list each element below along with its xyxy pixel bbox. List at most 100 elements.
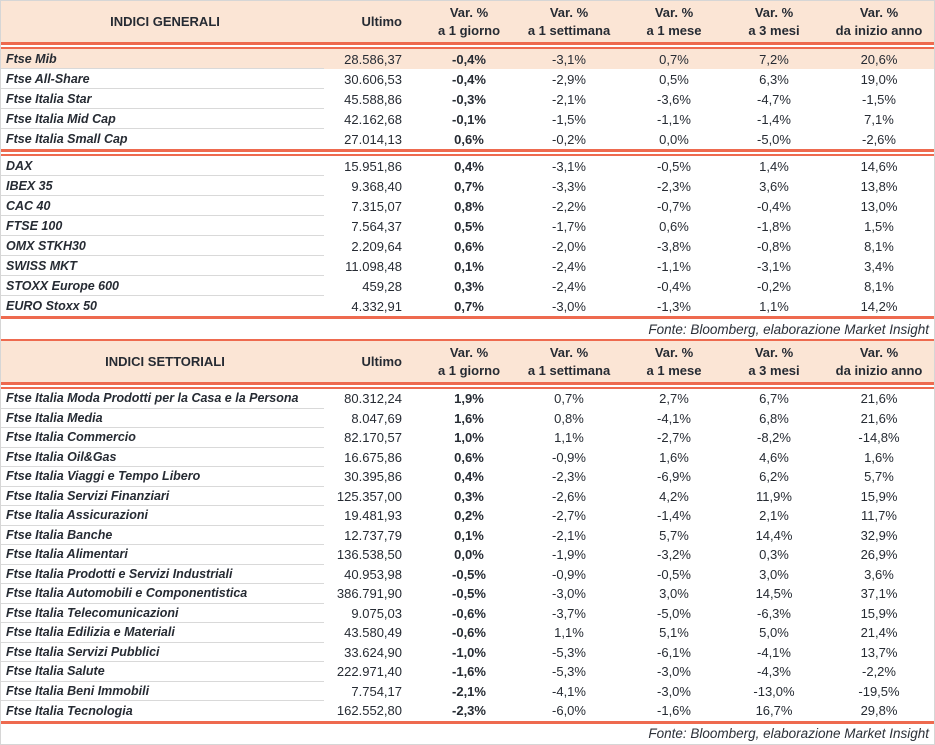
table-row: Ftse All-Share 30.606,53 -0,4% -2,9% 0,5% 6,3…	[1, 69, 934, 89]
var-header-line1: Var. %	[654, 4, 694, 20]
var-1-mese-value: -6,9%	[657, 469, 691, 485]
var-header-line1: Var. %	[449, 344, 489, 360]
var-1-settimana-value: -0,2%	[552, 131, 586, 147]
var-3-mesi-value: 1,4%	[759, 158, 789, 174]
var-1-giorno-value: 0,6%	[454, 449, 484, 465]
table-indici-generali: INDICI GENERALI Ultimo Var. % a 1 giorno Var…	[1, 1, 934, 319]
ultimo-value: 2.209,64	[351, 238, 402, 254]
var-1-giorno-value: -2,1%	[452, 683, 486, 699]
var-1-giorno-value: 0,4%	[454, 469, 484, 485]
table-row: Ftse Italia Edilizia e Materiali 43.580,4…	[1, 623, 934, 643]
ultimo-value: 82.170,57	[344, 430, 402, 446]
table-row: Ftse Italia Prodotti e Servizi Industria…	[1, 565, 934, 584]
var-1-mese-value: -0,5%	[657, 566, 691, 582]
var-1-mese-value: 0,6%	[659, 218, 689, 234]
var-inizio-anno-value: 3,4%	[864, 258, 894, 274]
double-rule	[1, 42, 934, 49]
ultimo-value: 162.552,80	[336, 703, 402, 719]
index-name: Ftse Italia Servizi Finanziari	[1, 487, 324, 506]
var-header-line1: Var. %	[549, 4, 589, 20]
var-3-mesi-value: -8,2%	[757, 430, 791, 446]
ultimo-value: 19.481,93	[344, 508, 402, 524]
table-row: Ftse Italia Moda Prodotti per la Casa e …	[1, 389, 934, 409]
ultimo-value: 40.953,98	[344, 566, 402, 582]
col-header-ultimo: Ultimo	[361, 14, 402, 29]
ultimo-value: 7.754,17	[351, 683, 402, 699]
var-1-mese-value: -1,1%	[657, 258, 691, 274]
var-1-giorno-value: -1,0%	[452, 644, 486, 660]
var-header-line1: Var. %	[449, 4, 489, 20]
table-row: Ftse Italia Commercio 82.170,57 1,0% 1,1% -2…	[1, 428, 934, 448]
var-header-line2: a 3 mesi	[748, 22, 800, 38]
table-row: OMX STKH30 2.209,64 0,6% -2,0% -3,8% -0,8% 8,1…	[1, 236, 934, 256]
var-3-mesi-value: -5,0%	[757, 131, 791, 147]
var-1-mese-value: -3,0%	[657, 664, 691, 680]
col-header-var-1-mese: Var. % a 1 mese	[624, 341, 724, 382]
ultimo-value: 33.624,90	[344, 644, 402, 660]
var-inizio-anno-value: 3,6%	[864, 566, 894, 582]
ultimo-value: 28.586,37	[344, 51, 402, 67]
var-1-giorno-value: -2,3%	[452, 703, 486, 719]
var-1-giorno-value: 0,6%	[454, 131, 484, 147]
table-row: Ftse Italia Beni Immobili 7.754,17 -2,1% -4…	[1, 682, 934, 701]
index-name: Ftse Italia Media	[1, 409, 324, 428]
col-header-var-inizio-anno: Var. % da inizio anno	[824, 1, 934, 42]
index-name: Ftse Italia Banche	[1, 526, 324, 545]
table-row: Ftse Italia Small Cap 27.014,13 0,6% -0,2% 0…	[1, 129, 934, 149]
var-1-giorno-value: -0,6%	[452, 605, 486, 621]
var-1-giorno-value: -0,6%	[452, 625, 486, 641]
col-header-var-1-settimana: Var. % a 1 settimana	[514, 341, 624, 382]
table-row: Ftse Italia Tecnologia 162.552,80 -2,3% -6,…	[1, 701, 934, 721]
source-note-settoriali: Fonte: Bloomberg, elaborazione Market In…	[648, 726, 929, 741]
index-name: Ftse Italia Automobili e Componentistica	[1, 584, 324, 604]
col-header-ultimo: Ultimo	[361, 354, 402, 369]
ultimo-value: 459,28	[362, 278, 402, 294]
table-row: Ftse Mib 28.586,37 -0,4% -3,1% 0,7% 7,2% 20,6%	[1, 49, 934, 69]
var-1-settimana-value: 1,1%	[554, 430, 584, 446]
index-name: Ftse Italia Beni Immobili	[1, 682, 324, 701]
ultimo-value: 80.312,24	[344, 391, 402, 407]
index-name: OMX STKH30	[1, 236, 324, 256]
var-inizio-anno-value: -2,2%	[862, 664, 896, 680]
var-1-giorno-value: -0,5%	[452, 586, 486, 602]
var-3-mesi-value: 16,7%	[755, 703, 793, 719]
table-row: Ftse Italia Oil&Gas 16.675,86 0,6% -0,9% 1,6…	[1, 448, 934, 467]
var-1-giorno-value: 0,7%	[454, 298, 484, 314]
var-3-mesi-value: 4,6%	[759, 449, 789, 465]
ultimo-value: 386.791,90	[336, 586, 402, 602]
var-3-mesi-value: -4,3%	[757, 664, 791, 680]
col-header-var-3-mesi: Var. % a 3 mesi	[724, 1, 824, 42]
var-1-mese-value: 5,1%	[659, 625, 689, 641]
var-header-line2: a 1 settimana	[527, 362, 611, 378]
var-header-line2: da inizio anno	[835, 362, 923, 378]
var-1-giorno-value: 0,1%	[454, 258, 484, 274]
index-name: Ftse Italia Servizi Pubblici	[1, 643, 324, 662]
index-name: Ftse Italia Mid Cap	[1, 109, 324, 129]
table-row: IBEX 35 9.368,40 0,7% -3,3% -2,3% 3,6% 13,8%	[1, 176, 934, 196]
var-3-mesi-value: 11,9%	[756, 488, 792, 504]
table-indici-settoriali: INDICI SETTORIALI Ultimo Var. % a 1 giorno V…	[1, 339, 934, 724]
var-inizio-anno-value: 13,8%	[860, 178, 898, 194]
var-1-mese-value: -3,6%	[657, 91, 691, 107]
var-header-line1: Var. %	[549, 344, 589, 360]
index-name: Ftse Italia Assicurazioni	[1, 506, 324, 526]
var-inizio-anno-value: 21,6%	[860, 391, 898, 407]
var-1-settimana-value: -6,0%	[552, 703, 586, 719]
table-row: DAX 15.951,86 0,4% -3,1% -0,5% 1,4% 14,6%	[1, 156, 934, 176]
ultimo-value: 136.538,50	[336, 547, 402, 563]
var-1-mese-value: 3,0%	[659, 586, 689, 602]
ultimo-value: 125.357,00	[336, 488, 402, 504]
var-1-giorno-value: 1,6%	[454, 410, 484, 426]
var-3-mesi-value: 6,7%	[759, 391, 789, 407]
var-header-line1: Var. %	[654, 344, 694, 360]
var-1-mese-value: -2,3%	[657, 178, 691, 194]
ultimo-value: 8.047,69	[351, 410, 402, 426]
col-header-var-1-giorno: Var. % a 1 giorno	[424, 1, 514, 42]
var-inizio-anno-value: -14,8%	[858, 430, 900, 446]
var-3-mesi-value: -3,1%	[757, 258, 791, 274]
table-row: Ftse Italia Servizi Finanziari 125.357,00…	[1, 487, 934, 506]
table-header: INDICI GENERALI Ultimo Var. % a 1 giorno Var…	[1, 1, 934, 42]
var-header-line2: a 1 giorno	[437, 362, 501, 378]
col-header-var-3-mesi: Var. % a 3 mesi	[724, 341, 824, 382]
